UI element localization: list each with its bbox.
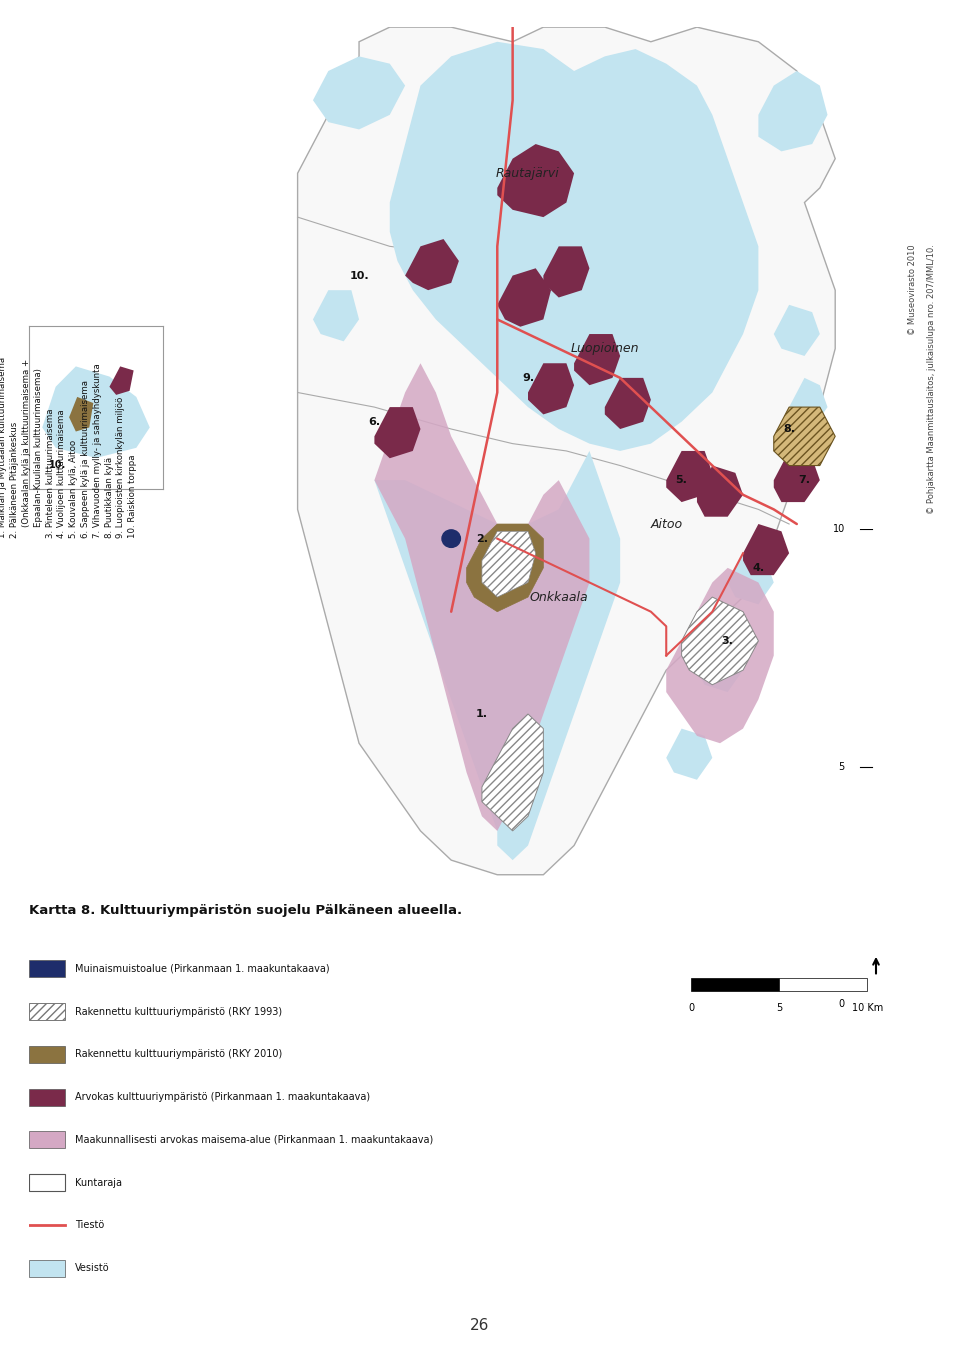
- Polygon shape: [697, 465, 743, 517]
- Polygon shape: [497, 144, 574, 217]
- Polygon shape: [109, 366, 133, 395]
- Polygon shape: [42, 366, 150, 457]
- Polygon shape: [467, 524, 543, 612]
- Polygon shape: [666, 567, 774, 744]
- Bar: [29, 1003, 65, 1020]
- Polygon shape: [528, 364, 574, 414]
- Polygon shape: [482, 714, 543, 830]
- Text: Tiestö: Tiestö: [75, 1220, 105, 1231]
- Text: Onkkaala: Onkkaala: [529, 590, 588, 604]
- Circle shape: [442, 529, 461, 547]
- Polygon shape: [774, 451, 820, 502]
- Polygon shape: [789, 377, 828, 429]
- Polygon shape: [482, 532, 536, 597]
- Text: 1. Mälkilän ja Myttäälän kulttuurimaisema
2. Pälkäneen Pitäjänkeskus
    (Onkkaa: 1. Mälkilän ja Myttäälän kulttuurimaisem…: [0, 357, 137, 539]
- Text: © Museovirasto 2010: © Museovirasto 2010: [908, 244, 917, 335]
- Polygon shape: [69, 396, 93, 432]
- Text: Arvokas kulttuuriympäristö (Pirkanmaan 1. maakuntakaava): Arvokas kulttuuriympäristö (Pirkanmaan 1…: [75, 1092, 371, 1102]
- Polygon shape: [374, 451, 620, 860]
- Text: 5.: 5.: [676, 475, 687, 486]
- Text: Muinaismuistoalue (Pirkanmaan 1. maakuntakaava): Muinaismuistoalue (Pirkanmaan 1. maakunt…: [75, 963, 329, 974]
- Polygon shape: [774, 305, 820, 356]
- Polygon shape: [313, 290, 359, 342]
- Text: Vesistö: Vesistö: [75, 1263, 109, 1273]
- Text: © Pohjakartta Maanmittauslaitos, julkaisulupa nro. 207/MML/10.: © Pohjakartta Maanmittauslaitos, julkais…: [927, 244, 936, 514]
- Bar: [29, 1046, 65, 1063]
- Text: Kuntaraja: Kuntaraja: [75, 1178, 122, 1187]
- Text: 10.: 10.: [49, 460, 66, 470]
- Text: Maakunnallisesti arvokas maisema-alue (Pirkanmaan 1. maakuntakaava): Maakunnallisesti arvokas maisema-alue (P…: [75, 1134, 433, 1145]
- Polygon shape: [666, 451, 712, 502]
- Polygon shape: [298, 27, 835, 875]
- Text: Rakennettu kulttuuriympäristö (RKY 1993): Rakennettu kulttuuriympäristö (RKY 1993): [75, 1007, 282, 1016]
- Polygon shape: [390, 42, 758, 451]
- Bar: [29, 1259, 65, 1277]
- Bar: [29, 1088, 65, 1106]
- Bar: [691, 978, 780, 991]
- Text: 10: 10: [832, 524, 845, 535]
- Text: 7.: 7.: [799, 475, 810, 486]
- Text: 6.: 6.: [369, 417, 380, 426]
- Text: Rakennettu kulttuuriympäristö (RKY 2010): Rakennettu kulttuuriympäristö (RKY 2010): [75, 1049, 282, 1060]
- Text: 5: 5: [838, 761, 845, 772]
- Polygon shape: [697, 641, 743, 692]
- Text: 8.: 8.: [783, 423, 795, 434]
- Text: 4.: 4.: [753, 563, 764, 573]
- Text: 26: 26: [470, 1318, 490, 1333]
- Text: 9.: 9.: [522, 373, 534, 383]
- Polygon shape: [374, 364, 589, 830]
- Polygon shape: [543, 247, 589, 297]
- Bar: [29, 1132, 65, 1148]
- Polygon shape: [574, 334, 620, 385]
- Text: Rautajärvi: Rautajärvi: [496, 167, 560, 179]
- Polygon shape: [497, 269, 551, 327]
- Text: 1.: 1.: [476, 708, 488, 719]
- Polygon shape: [758, 71, 828, 152]
- Text: Luopioinen: Luopioinen: [570, 342, 639, 356]
- Text: 0: 0: [688, 1003, 694, 1012]
- Text: Aitoo: Aitoo: [650, 517, 683, 531]
- Bar: [29, 1174, 65, 1191]
- Text: Kartta 8. Kulttuuriympäristön suojelu Pälkäneen alueella.: Kartta 8. Kulttuuriympäristön suojelu Pä…: [29, 904, 462, 917]
- Polygon shape: [682, 597, 758, 685]
- Text: 3.: 3.: [722, 636, 733, 646]
- Text: 5: 5: [776, 1003, 782, 1012]
- Polygon shape: [743, 524, 789, 575]
- Text: 10 Km: 10 Km: [852, 1003, 883, 1012]
- Polygon shape: [374, 407, 420, 459]
- Text: 0: 0: [839, 999, 845, 1010]
- Polygon shape: [405, 239, 459, 290]
- Polygon shape: [666, 729, 712, 780]
- Bar: [780, 978, 867, 991]
- Text: 2.: 2.: [476, 533, 488, 544]
- Text: 10.: 10.: [349, 270, 369, 281]
- Polygon shape: [313, 57, 405, 129]
- Polygon shape: [774, 407, 835, 465]
- Polygon shape: [728, 554, 774, 604]
- Polygon shape: [605, 377, 651, 429]
- Bar: [29, 961, 65, 977]
